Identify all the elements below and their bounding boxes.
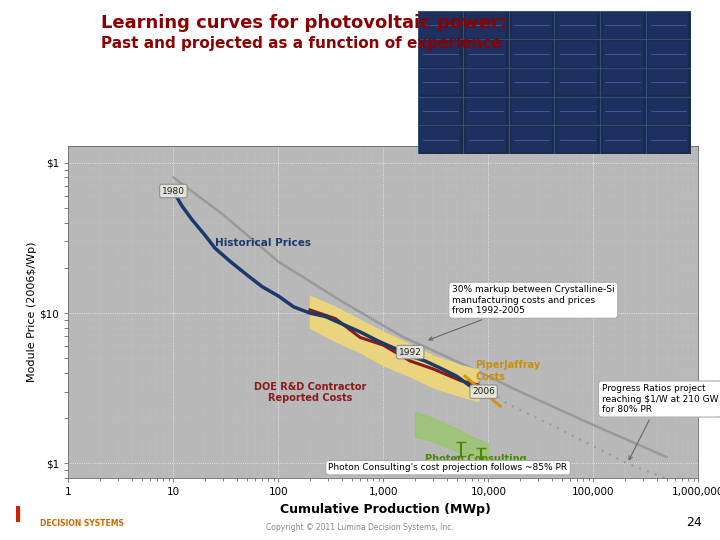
Polygon shape (511, 127, 552, 152)
Polygon shape (418, 11, 691, 154)
Polygon shape (466, 98, 506, 124)
Polygon shape (511, 12, 552, 38)
Text: 24: 24 (686, 516, 702, 529)
Polygon shape (420, 98, 461, 124)
Text: 2006: 2006 (472, 387, 495, 396)
Text: Progress Ratios project
reaching $1/W at 210 GW
for 80% PR: Progress Ratios project reaching $1/W at… (602, 384, 719, 460)
Polygon shape (603, 127, 643, 152)
Polygon shape (466, 127, 506, 152)
Text: DOE R&D Contractor
Reported Costs: DOE R&D Contractor Reported Costs (254, 382, 366, 403)
Polygon shape (466, 70, 506, 95)
Text: I: I (14, 507, 22, 526)
Y-axis label: Module Price (2006$/Wp): Module Price (2006$/Wp) (27, 241, 37, 382)
Polygon shape (603, 98, 643, 124)
Text: 1992: 1992 (399, 348, 422, 356)
Text: 1980: 1980 (162, 186, 185, 195)
Polygon shape (511, 41, 552, 66)
Polygon shape (557, 70, 598, 95)
Polygon shape (557, 98, 598, 124)
Polygon shape (466, 12, 506, 38)
Polygon shape (648, 41, 688, 66)
Text: Photon Consulting: Photon Consulting (426, 454, 527, 464)
Polygon shape (420, 127, 461, 152)
Polygon shape (648, 127, 688, 152)
Polygon shape (557, 127, 598, 152)
Polygon shape (603, 12, 643, 38)
Text: Copyright © 2011 Lumina Decision Systems, Inc.: Copyright © 2011 Lumina Decision Systems… (266, 523, 454, 532)
Polygon shape (557, 41, 598, 66)
Polygon shape (420, 70, 461, 95)
Polygon shape (420, 41, 461, 66)
Polygon shape (648, 12, 688, 38)
Text: Learning curves for photovoltaic power:: Learning curves for photovoltaic power: (101, 14, 507, 31)
Polygon shape (511, 70, 552, 95)
Polygon shape (648, 70, 688, 95)
Polygon shape (603, 41, 643, 66)
Text: PiperJaffray
Costs: PiperJaffray Costs (475, 360, 541, 382)
Text: Cumulative Production (MWp): Cumulative Production (MWp) (280, 503, 490, 516)
Text: DECISION SYSTEMS: DECISION SYSTEMS (40, 519, 123, 528)
Text: Photon Consulting's cost projection follows ~85% PR: Photon Consulting's cost projection foll… (328, 458, 567, 472)
Polygon shape (557, 12, 598, 38)
Polygon shape (466, 41, 506, 66)
Text: 30% markup between Crystalline-Si
manufacturing costs and prices
from 1992-2005: 30% markup between Crystalline-Si manufa… (429, 285, 615, 340)
Polygon shape (511, 98, 552, 124)
Polygon shape (420, 12, 461, 38)
Polygon shape (648, 98, 688, 124)
Text: Historical Prices: Historical Prices (215, 238, 311, 248)
Polygon shape (603, 70, 643, 95)
Text: Past and projected as a function of experience: Past and projected as a function of expe… (101, 36, 502, 51)
